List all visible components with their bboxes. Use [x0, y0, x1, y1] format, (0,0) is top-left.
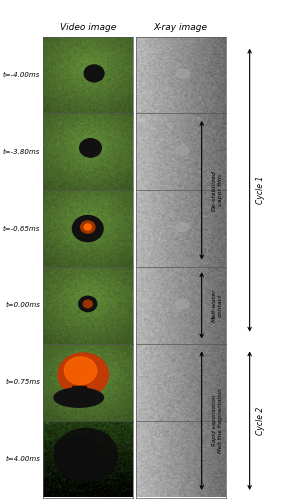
Circle shape: [79, 296, 97, 312]
Circle shape: [84, 65, 104, 82]
Bar: [73, 386, 86, 402]
Circle shape: [83, 300, 92, 308]
Text: t=4.00ms: t=4.00ms: [6, 456, 40, 462]
Ellipse shape: [55, 437, 99, 458]
Circle shape: [64, 357, 97, 384]
Text: t=0.75ms: t=0.75ms: [6, 379, 40, 385]
Ellipse shape: [176, 69, 189, 78]
Text: t=0.00ms: t=0.00ms: [6, 302, 40, 308]
Circle shape: [73, 216, 103, 242]
Circle shape: [84, 224, 91, 230]
Ellipse shape: [176, 146, 189, 155]
Text: Video image: Video image: [60, 22, 116, 32]
Ellipse shape: [176, 300, 189, 308]
Text: Cycle 2: Cycle 2: [256, 406, 266, 435]
Circle shape: [58, 353, 109, 396]
Text: Cycle 1: Cycle 1: [256, 176, 266, 204]
Circle shape: [81, 221, 95, 233]
Ellipse shape: [176, 222, 189, 232]
Circle shape: [55, 428, 117, 482]
Text: Melt-water
contact: Melt-water contact: [212, 288, 223, 322]
Text: Rapid vaporization
Melt fine fragmentation: Rapid vaporization Melt fine fragmentati…: [212, 388, 223, 453]
Text: t=-3.80ms: t=-3.80ms: [3, 149, 40, 155]
Text: t=-0.65ms: t=-0.65ms: [3, 226, 40, 232]
Text: t=-4.00ms: t=-4.00ms: [3, 72, 40, 78]
Circle shape: [80, 138, 101, 157]
Ellipse shape: [54, 388, 104, 407]
Text: De-stabilized
vapor film: De-stabilized vapor film: [212, 170, 223, 210]
Text: X-ray image: X-ray image: [154, 22, 208, 32]
